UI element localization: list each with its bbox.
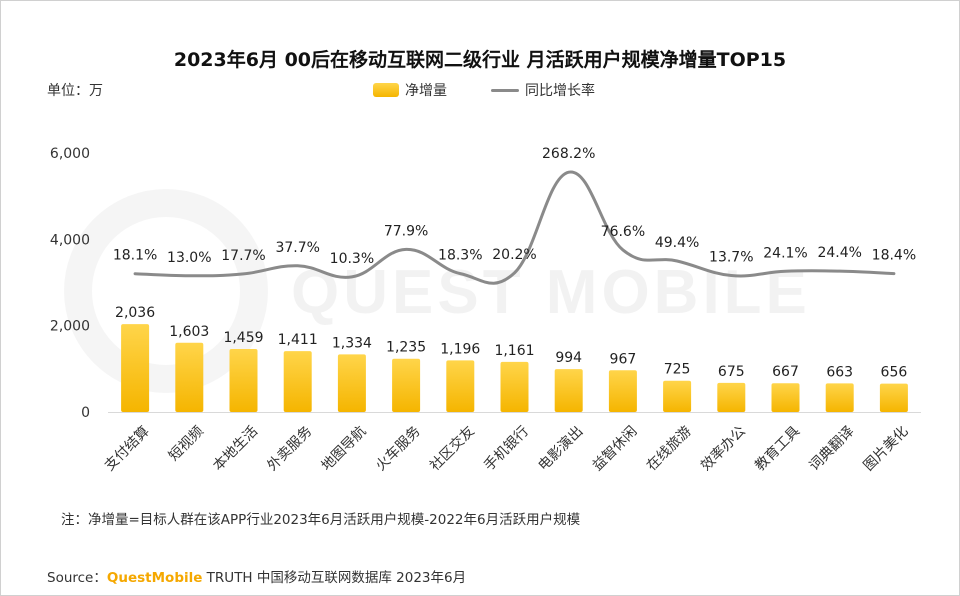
x-tick-label: 在线旅游 [644,423,695,474]
line-value-label: 24.4% [817,245,861,261]
bar [608,370,637,412]
bar [771,383,800,412]
line-value-label: 49.4% [655,235,699,251]
bar-value-label: 1,235 [386,340,426,356]
growth-rate-line [133,170,896,285]
line-value-label: 18.1% [113,248,157,264]
line-value-label: 10.3% [330,251,374,267]
bar-value-label: 1,411 [278,332,318,348]
bar [121,324,150,412]
x-tick-label: 支付结算 [102,423,153,474]
legend-label-bar: 净增量 [405,83,447,99]
line-value-label: 20.2% [492,247,536,263]
bar [337,354,366,412]
line-value-label: 37.7% [275,240,319,256]
bar [879,383,908,412]
chart-title: 2023年6月 00后在移动互联网二级行业 月活跃用户规模净增量TOP15 [173,49,787,71]
bar-value-label: 1,459 [223,330,263,346]
bar [175,342,204,412]
x-tick-label: 效率办公 [697,423,749,475]
legend: 净增量 同比增长率 [373,80,595,100]
line-value-label: 18.3% [438,248,482,264]
legend-swatch-bar [373,83,399,97]
bar-value-label: 675 [718,364,745,380]
bar-value-label: 656 [881,365,908,381]
line-value-label: 24.1% [763,245,807,261]
x-tick-label: 图片美化 [861,423,912,474]
legend-label-line: 同比增长率 [525,83,595,99]
x-tick-label: 地图导航 [319,423,370,474]
x-tick-label: 手机银行 [481,423,532,474]
line-value-label: 268.2% [542,146,595,162]
line-value-label: 13.0% [167,250,211,266]
legend-swatch-line [491,88,519,92]
x-tick-label: 社区交友 [426,423,478,475]
bar-value-label: 994 [555,350,582,366]
bar-value-label: 663 [826,364,853,380]
bar-value-label: 725 [664,362,691,378]
bar [554,369,583,412]
bar-value-label: 967 [610,351,637,367]
source-prefix: Source： [47,570,107,586]
source-brand: QuestMobile [106,570,203,586]
y-tick-label: 0 [81,405,90,421]
x-tick-label: 火车服务 [372,423,424,475]
x-tick-label: 词典翻译 [806,423,857,474]
y-tick-label: 4,000 [50,232,90,248]
bar-value-label: 1,196 [440,341,480,357]
x-tick-label: 电影演出 [535,423,586,474]
bar-value-label: 1,603 [169,324,209,340]
line-value-label: 76.6% [601,224,645,240]
x-tick-label: 益智休闲 [590,423,641,474]
bar [825,383,854,412]
line-value-label: 77.9% [384,223,428,239]
y-tick-label: 6,000 [50,146,90,162]
bar-value-label: 667 [772,364,799,380]
line-value-label: 18.4% [872,248,916,264]
y-tick-label: 2,000 [50,319,90,335]
unit-label: 单位：万 [47,83,103,99]
watermark-logo [64,189,268,393]
bar [283,351,312,412]
x-tick-label: 教育工具 [752,423,803,474]
watermark-text: QUEST MOBILE [291,258,811,327]
line-value-label: 17.7% [221,248,265,264]
line-value-label: 13.7% [709,249,753,265]
bar [392,358,421,412]
x-tick-label: 本地生活 [210,423,261,474]
bar [229,349,258,412]
bar [500,361,529,412]
bar-value-label: 2,036 [115,305,155,321]
footnote: 注：净增量=目标人群在该APP行业2023年6月活跃用户规模-2022年6月活跃… [61,512,581,528]
source-line: Source：QuestMobile TRUTH 中国移动互联网数据库 2023… [47,566,466,586]
bar-value-label: 1,334 [332,335,372,351]
source-suffix: TRUTH 中国移动互联网数据库 2023年6月 [202,570,467,586]
bar [663,380,692,412]
bar-value-label: 1,161 [494,343,534,359]
bar [717,382,746,412]
bar [446,360,475,412]
x-tick-label: 外卖服务 [264,423,315,474]
x-tick-label: 短视频 [166,423,207,464]
